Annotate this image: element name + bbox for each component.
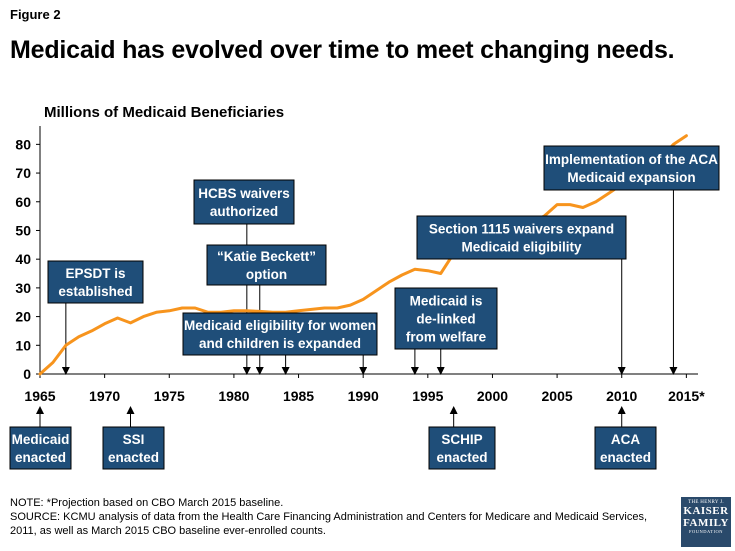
enacted-box-text: SCHIP xyxy=(441,432,482,447)
x-tick-label: 1975 xyxy=(154,388,185,404)
source-line-1: SOURCE: KCMU analysis of data from the H… xyxy=(10,511,648,523)
x-tick-label: 1980 xyxy=(218,388,249,404)
chart-axes: 0 10 20 30 40 50 60 70 80 1965 1970 1975 1980 1985 199… xyxy=(15,126,705,404)
x-tick-label: 2005 xyxy=(542,388,573,404)
y-tick-label: 80 xyxy=(15,136,31,152)
page-title: Medicaid has evolved over time to meet c… xyxy=(10,36,675,64)
y-tick-label: 20 xyxy=(15,309,31,325)
annotation-box-text: established xyxy=(58,284,132,299)
x-tick-label: 2010 xyxy=(606,388,637,404)
annotation-box-text: authorized xyxy=(210,204,278,219)
y-tick-label: 50 xyxy=(15,222,31,238)
series-line xyxy=(38,134,688,376)
enacted-box-text: enacted xyxy=(600,450,651,465)
x-tick-label: 1985 xyxy=(283,388,314,404)
annotation-box-bg xyxy=(394,287,498,350)
enacted-box: Medicaid enacted xyxy=(9,426,72,470)
x-tick-label: 1990 xyxy=(348,388,379,404)
annotation-box-text: Implementation of the ACA xyxy=(545,152,718,167)
enacted-box: ACA enacted xyxy=(594,426,657,470)
kff-logo: THE HENRY J. KAISER FAMILY FOUNDATION xyxy=(681,497,731,547)
annotation-box-bg xyxy=(193,179,295,225)
annotation-box: “Katie Beckett” option xyxy=(206,244,327,286)
enacted-box-text: enacted xyxy=(436,450,487,465)
annotation-box-bg xyxy=(543,145,720,191)
y-tick-label: 40 xyxy=(15,251,31,267)
x-tick-label: 1965 xyxy=(24,388,55,404)
enacted-box-bg xyxy=(594,426,657,470)
annotation-box-bg xyxy=(416,215,627,260)
logo-line-1: THE HENRY J. xyxy=(688,500,724,505)
enacted-box-text: ACA xyxy=(611,432,640,447)
x-tick-label: 2000 xyxy=(477,388,508,404)
y-tick-label: 10 xyxy=(15,337,31,353)
annotation-box-text: Medicaid eligibility for women xyxy=(184,318,376,333)
logo-line-4: FOUNDATION xyxy=(689,529,723,534)
annotation-box: Medicaid eligibility for women and childr… xyxy=(182,312,378,356)
x-tick-label: 2015* xyxy=(668,388,705,404)
annotation-box-text: Medicaid expansion xyxy=(567,170,695,185)
y-tick-label: 60 xyxy=(15,194,31,210)
annotation-box-text: Section 1115 waivers expand xyxy=(429,222,614,237)
annotation-box-bg xyxy=(206,244,327,286)
enacted-box: SSI enacted xyxy=(102,426,165,470)
annotation-box-text: and children is expanded xyxy=(199,336,361,351)
annotation-box-text: from welfare xyxy=(406,330,487,345)
figure-label: Figure 2 xyxy=(10,7,61,22)
annotation-box-text: de-linked xyxy=(416,312,475,327)
annotation-box-bg xyxy=(47,260,144,304)
annotation-box-text: HCBS waivers xyxy=(198,186,290,201)
annotation-box-text: EPSDT is xyxy=(65,266,125,281)
annotation-box-text: “Katie Beckett” xyxy=(217,249,316,264)
enacted-box-bg xyxy=(428,426,496,470)
annotation-box: EPSDT is established xyxy=(47,260,144,304)
annotation-box: Implementation of the ACA Medicaid expans… xyxy=(543,145,720,191)
enacted-box-text: enacted xyxy=(15,450,66,465)
annotation-box-text: Medicaid is xyxy=(410,294,483,309)
source-line-2: 2011, as well as March 2015 CBO baseline… xyxy=(10,525,326,537)
x-tick-label: 1995 xyxy=(412,388,443,404)
footnote: NOTE: *Projection based on CBO March 201… xyxy=(10,497,284,509)
annotation-box-text: option xyxy=(246,267,287,282)
annotation-box-bg xyxy=(182,312,378,356)
x-tick-label: 1970 xyxy=(89,388,120,404)
annotation-box: Medicaid is de-linked from welfare xyxy=(394,287,498,350)
enacted-box: SCHIP enacted xyxy=(428,426,496,470)
chart-series xyxy=(38,134,688,376)
annotation-box: HCBS waivers authorized xyxy=(193,179,295,225)
y-tick-label: 70 xyxy=(15,165,31,181)
enacted-box-text: enacted xyxy=(108,450,159,465)
annotation-box-text: Medicaid eligibility xyxy=(461,240,582,255)
enacted-box-bg xyxy=(102,426,165,470)
enacted-box-bg xyxy=(9,426,72,470)
y-tick-label: 30 xyxy=(15,280,31,296)
enacted-box-text: Medicaid xyxy=(12,432,70,447)
y-axis-label: Millions of Medicaid Beneficiaries xyxy=(44,104,285,121)
enacted-box-text: SSI xyxy=(123,432,145,447)
logo-line-2: KAISER xyxy=(683,505,729,517)
logo-line-3: FAMILY xyxy=(683,517,729,529)
annotation-arrows xyxy=(36,190,678,427)
annotation-box: Section 1115 waivers expand Medicaid elig… xyxy=(416,215,627,260)
y-tick-label: 0 xyxy=(23,366,31,382)
annotation-boxes: EPSDT is established HCBS waivers authorize… xyxy=(9,145,720,470)
